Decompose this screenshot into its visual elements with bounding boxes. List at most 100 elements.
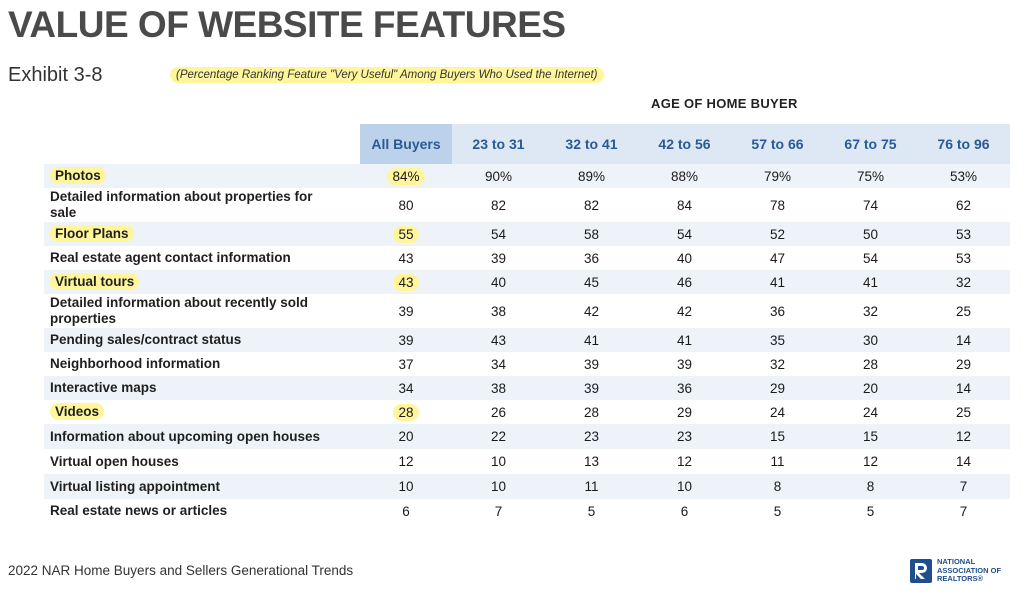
table-cell: 7: [917, 499, 1010, 523]
table-cell: 20: [360, 424, 452, 449]
row-label: Neighborhood information: [44, 352, 360, 376]
row-label: Virtual listing appointment: [44, 474, 360, 499]
cell-value: 28: [583, 404, 600, 420]
row-label-text: Interactive maps: [50, 380, 157, 395]
cell-value: 29: [955, 356, 972, 372]
table-cell: 39: [360, 328, 452, 352]
cell-value: 42: [583, 303, 600, 319]
cell-value: 32: [862, 303, 879, 319]
cell-value: 53: [955, 226, 972, 242]
cell-value: 11: [770, 454, 785, 469]
table-cell: 88%: [638, 164, 731, 188]
cell-value: 30: [862, 332, 879, 348]
cell-value: 14: [955, 454, 972, 469]
cell-value: 32: [955, 274, 972, 290]
cell-value: 10: [490, 454, 507, 469]
table-cell: 45: [545, 270, 638, 294]
cell-value: 25: [955, 404, 972, 420]
row-label: Videos: [44, 400, 360, 424]
cell-value: 5: [866, 503, 875, 519]
row-label: Photos: [44, 164, 360, 188]
cell-value: 28: [862, 356, 879, 372]
table-cell: 32: [824, 294, 917, 328]
table-cell: 34: [452, 352, 545, 376]
table-cell: 29: [731, 376, 824, 400]
table-row: Virtual open houses 12 10 13 12 11 12 14: [44, 449, 1010, 474]
cell-value: 89%: [577, 168, 606, 184]
cell-value: 23: [676, 429, 693, 444]
cell-value: 11: [584, 479, 599, 494]
cell-value: 26: [490, 404, 507, 420]
row-label: Real estate agent contact information: [44, 246, 360, 270]
table-row: Detailed information about recently sold…: [44, 294, 1010, 328]
row-label: Real estate news or articles: [44, 499, 360, 523]
table-cell: 37: [360, 352, 452, 376]
features-table: All Buyers 23 to 31 32 to 41 42 to 56 57…: [44, 124, 1010, 523]
row-label-text: Real estate news or articles: [50, 503, 228, 518]
row-label: Detailed information about properties fo…: [44, 188, 360, 222]
cell-value: 8: [866, 479, 875, 494]
nar-logo: NATIONAL ASSOCIATION OF REALTORS®: [910, 557, 1020, 585]
cell-value: 79%: [763, 168, 792, 184]
table-cell: 41: [638, 328, 731, 352]
table-row: Detailed information about properties fo…: [44, 188, 1010, 222]
table-cell: 46: [638, 270, 731, 294]
table-cell: 36: [545, 246, 638, 270]
table-cell: 39: [545, 376, 638, 400]
row-label-text: Virtual tours: [50, 273, 140, 290]
cell-value: 7: [494, 503, 503, 519]
row-label: Virtual tours: [44, 270, 360, 294]
column-header: 57 to 66: [731, 124, 824, 164]
cell-value: 15: [769, 429, 786, 444]
cell-value: 12: [862, 454, 879, 469]
cell-value: 58: [583, 226, 600, 242]
cell-value: 14: [955, 380, 972, 396]
row-label-text: Information about upcoming open houses: [50, 428, 320, 444]
table-cell: 32: [731, 352, 824, 376]
cell-value: 53%: [949, 168, 978, 184]
cell-value: 39: [676, 356, 693, 372]
cell-value: 53: [955, 250, 972, 266]
cell-value: 5: [773, 503, 782, 519]
row-label-text: Detailed information about recently sold…: [50, 295, 309, 326]
cell-value: 8: [773, 479, 782, 494]
table-cell: 42: [638, 294, 731, 328]
table-subtitle: (Percentage Ranking Feature "Very Useful…: [170, 67, 604, 83]
table-cell: 7: [452, 499, 545, 523]
cell-value: 54: [490, 226, 507, 242]
source-footer: 2022 NAR Home Buyers and Sellers Generat…: [8, 563, 354, 578]
cell-value: 39: [398, 303, 414, 319]
cell-value: 5: [587, 503, 596, 519]
cell-value: 29: [769, 380, 786, 396]
table-cell: 39: [545, 352, 638, 376]
table-cell: 54: [452, 222, 545, 246]
cell-value: 84: [676, 197, 693, 213]
cell-value: 36: [583, 250, 600, 266]
cell-value: 40: [676, 250, 693, 266]
cell-value: 52: [769, 226, 786, 242]
table-cell: 53%: [917, 164, 1010, 188]
cell-value: 12: [676, 454, 693, 469]
cell-value: 55: [393, 225, 419, 243]
cell-value: 39: [490, 250, 507, 266]
table-cell: 10: [638, 474, 731, 499]
cell-value: 41: [862, 274, 879, 290]
table-cell: 40: [452, 270, 545, 294]
column-header: 23 to 31: [452, 124, 545, 164]
table-cell: 25: [917, 400, 1010, 424]
cell-value: 74: [862, 197, 879, 213]
cell-value: 39: [398, 332, 414, 348]
cell-value: 12: [398, 454, 414, 469]
table-cell: 8: [824, 474, 917, 499]
table-cell: 55: [360, 222, 452, 246]
table-cell: 43: [360, 246, 452, 270]
cell-value: 62: [955, 197, 972, 213]
row-label: Interactive maps: [44, 376, 360, 400]
cell-value: 14: [955, 332, 972, 348]
table-cell: 41: [545, 328, 638, 352]
table-cell: 23: [545, 424, 638, 449]
cell-value: 20: [398, 429, 414, 444]
cell-value: 40: [490, 274, 507, 290]
cell-value: 37: [398, 356, 414, 372]
table-cell: 39: [452, 246, 545, 270]
